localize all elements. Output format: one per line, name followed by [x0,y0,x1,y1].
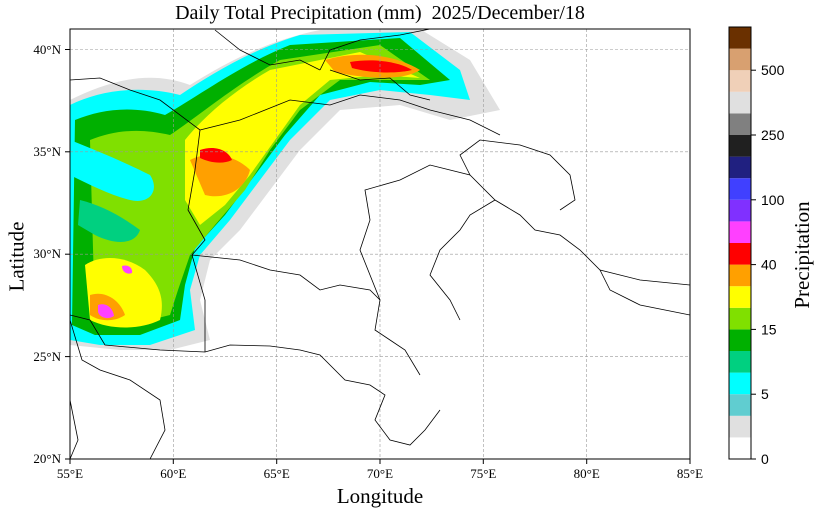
x-tick-label: 80°E [574,466,600,481]
y-tick-label: 20°N [33,451,61,466]
map-title: Daily Total Precipitation (mm) 2025/Dece… [175,2,585,24]
y-tick-label: 30°N [33,246,61,261]
axis-ticks [65,49,691,464]
colorbar-label: Precipitation (mm) [790,201,816,309]
y-tick-label: 40°N [33,42,61,57]
x-tick-label: 75°E [470,466,496,481]
borders [70,29,690,459]
x-tick-label: 70°E [367,466,393,481]
precip-field [70,29,500,350]
x-axis-label: Longitude [336,484,424,508]
grid [70,29,690,459]
x-tick-label: 85°E [677,466,703,481]
x-tick-label: 55°E [57,466,83,481]
y-axis-label: Latitude [4,221,29,292]
x-tick-label: 60°E [160,466,186,481]
x-tick-label: 65°E [264,466,290,481]
y-tick-label: 35°N [33,144,61,159]
y-tick-label: 25°N [33,349,61,364]
